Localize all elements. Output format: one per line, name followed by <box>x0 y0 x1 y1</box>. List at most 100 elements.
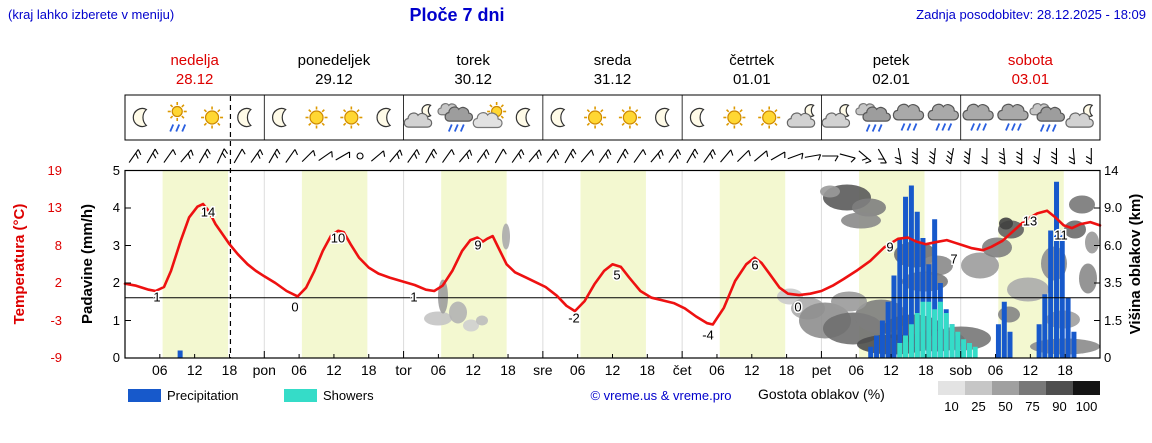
weather-icon-moon <box>376 107 392 128</box>
x-tick-label: 06 <box>709 362 725 378</box>
rain-bar <box>995 324 1001 358</box>
cloud-density-colorbar <box>938 381 1100 395</box>
x-tick-label: 18 <box>1057 362 1073 378</box>
weather-icon-moon <box>515 107 531 128</box>
day-abbr-label: pet <box>811 362 832 378</box>
day-abbr-label: čet <box>672 362 692 378</box>
day-name: torek <box>456 52 490 69</box>
weather-icon-sun <box>618 106 641 129</box>
temp-tick: 8 <box>54 237 62 253</box>
day-date: 31.12 <box>593 71 632 88</box>
menu-hint: (kraj lahko izberete v meniju) <box>8 7 175 22</box>
weather-icon-sun <box>723 106 746 129</box>
cloud-height-tick: 6.0 <box>1104 237 1123 253</box>
weather-icon-cloud_rain <box>437 103 474 132</box>
shower-bar <box>966 343 972 358</box>
shower-bar <box>943 313 949 358</box>
shower-bar <box>972 346 978 358</box>
shower-bar <box>908 324 914 358</box>
day-name: četrtek <box>729 52 775 69</box>
colorbar-segment <box>1019 381 1046 395</box>
calm-symbol <box>356 152 364 160</box>
day-date: 30.12 <box>454 71 492 88</box>
temp-tick: -9 <box>50 350 62 365</box>
day-date: 03.01 <box>1011 71 1050 88</box>
colorbar-tick: 90 <box>1052 399 1067 414</box>
colorbar-segment <box>965 381 992 395</box>
temperature-value-label: 11 <box>1054 228 1068 243</box>
weather-icon-sun <box>201 106 224 129</box>
temperature-value-label: 9 <box>886 240 893 255</box>
x-tick-label: 18 <box>639 362 656 378</box>
day-name: sobota <box>1007 52 1053 69</box>
cloud-layer <box>177 181 1100 358</box>
temperature-value-label: 7 <box>950 252 957 267</box>
temperature-value-label: 1 <box>410 290 417 305</box>
weather-icon-moon <box>272 107 287 128</box>
x-tick-label: 18 <box>918 362 934 378</box>
weather-icons <box>132 102 1094 132</box>
rain-bar <box>874 335 880 358</box>
shower-bar <box>903 335 909 358</box>
rain-bar <box>1065 298 1071 358</box>
rain-bar <box>1054 181 1060 358</box>
rain-bar <box>1036 324 1042 358</box>
cloud-height-tick: 14 <box>1104 162 1119 178</box>
precip-tick: 4 <box>112 200 120 215</box>
page-title: Ploče 7 dni <box>409 5 505 25</box>
colorbar-tick: 50 <box>998 399 1013 414</box>
cloud-density-label: Gostota oblakov (%) <box>758 386 885 402</box>
x-tick-label: 12 <box>465 362 481 378</box>
colorbar-segment <box>1046 381 1073 395</box>
x-tick-label: 06 <box>430 362 447 378</box>
weather-icon-rain <box>997 103 1029 131</box>
weather-icon-sun_rain <box>167 102 187 132</box>
x-tick-label: 12 <box>604 362 621 378</box>
colorbar-tick: 25 <box>971 399 986 414</box>
day-date: 01.01 <box>733 71 771 88</box>
day-abbr-label: pon <box>252 362 276 378</box>
temperature-value-label: 1 <box>153 290 160 305</box>
rain-bar <box>1007 331 1013 358</box>
weather-icon-moon <box>689 107 705 128</box>
weather-icon-sun <box>584 106 607 129</box>
x-tick-label: 12 <box>326 362 342 378</box>
showers-legend-label: Showers <box>323 388 374 403</box>
temperature-value-label: 0 <box>794 300 801 315</box>
weather-icon-rain <box>962 103 994 131</box>
x-tick-label: 12 <box>186 362 203 378</box>
day-abbr-label: tor <box>395 362 412 378</box>
x-tick-label: 12 <box>883 362 899 378</box>
shower-bar <box>897 343 903 358</box>
last-update-text: Zadnja posodobitev: 28.12.2025 - 18:09 <box>916 7 1146 22</box>
rain-bar <box>908 185 914 358</box>
shower-bar <box>955 331 961 358</box>
weather-icon-moon <box>550 107 566 128</box>
colorbar-tick: 75 <box>1025 399 1040 414</box>
credit-link[interactable]: © vreme.us & vreme.pro <box>590 388 732 403</box>
precip-tick: 1 <box>112 312 120 328</box>
day-name: petek <box>872 52 910 69</box>
x-tick-label: 18 <box>360 362 377 378</box>
day-abbr-label: sre <box>533 362 553 378</box>
weather-icon-moon <box>132 107 148 128</box>
x-tick-label: 06 <box>152 362 168 378</box>
day-name: sreda <box>593 52 632 69</box>
temperature-value-label: 5 <box>613 268 620 283</box>
weather-icon-cloud_rain <box>855 103 891 132</box>
temperature-value-label: 6 <box>751 258 758 273</box>
weather-icon-sun_cloud <box>472 102 507 129</box>
rain-bar <box>885 301 891 358</box>
x-tick-label: 06 <box>987 362 1004 378</box>
shower-bar <box>926 301 932 358</box>
temperature-line <box>123 202 1102 326</box>
temperature-value-label: -2 <box>568 311 580 326</box>
cloud-height-tick: 9.0 <box>1104 200 1123 215</box>
rain-bar <box>879 320 885 358</box>
shower-bar <box>949 324 955 358</box>
weather-icon-cloud_rain <box>1029 103 1066 132</box>
day-abbr-label: sob <box>949 362 972 378</box>
x-tick-label: 06 <box>569 362 586 378</box>
